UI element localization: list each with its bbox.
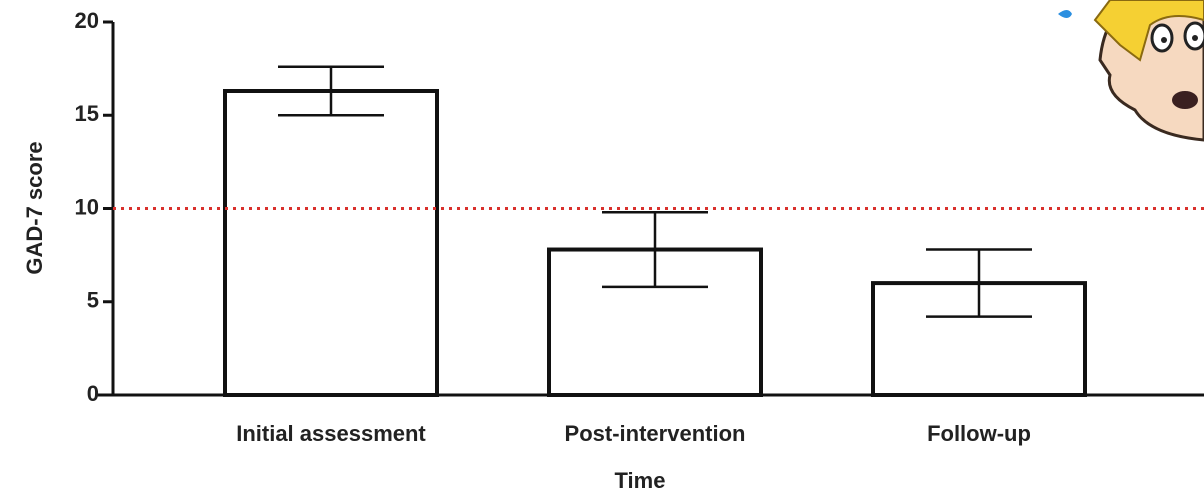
y-tick-label: 0 [87,381,99,406]
cartoon-face [1058,0,1204,142]
y-tick-label: 15 [75,101,99,126]
x-tick-label: Post-intervention [565,421,746,446]
y-tick-label: 5 [87,288,99,313]
x-tick-label: Follow-up [927,421,1031,446]
y-tick-label: 20 [75,8,99,33]
bar [223,89,439,397]
x-axis-title: Time [615,468,666,493]
y-axis-title: GAD-7 score [22,141,47,274]
y-tick-label: 10 [75,194,99,219]
x-tick-label: Initial assessment [236,421,426,446]
